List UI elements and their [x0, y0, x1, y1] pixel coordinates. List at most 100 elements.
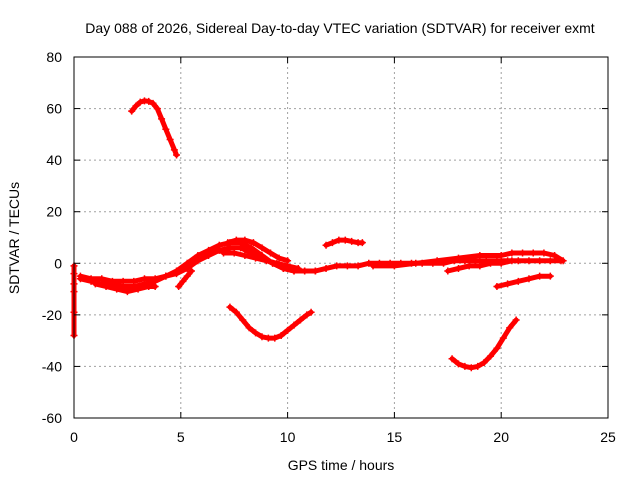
series-arc-a — [128, 97, 181, 159]
data-point — [301, 267, 309, 275]
data-point — [241, 236, 249, 244]
data-point — [183, 272, 191, 280]
x-tick-label: 20 — [493, 429, 509, 445]
data-point — [249, 239, 257, 247]
data-point — [506, 324, 514, 332]
series-arc-e — [91, 280, 159, 296]
data-point — [230, 249, 238, 257]
data-point — [166, 136, 174, 144]
data-point — [512, 316, 520, 324]
data-point — [514, 257, 522, 265]
series-arc-f — [175, 267, 195, 290]
data-point — [149, 99, 157, 107]
data-point — [151, 282, 159, 290]
data-point — [224, 239, 232, 247]
data-point — [271, 334, 279, 342]
series-arc-n — [448, 316, 520, 372]
chart-title: Day 088 of 2026, Sidereal Day-to-day VTE… — [85, 20, 594, 36]
y-tick-label: 80 — [46, 49, 62, 65]
data-point — [328, 239, 336, 247]
data-point — [241, 252, 249, 260]
data-point — [87, 277, 95, 285]
data-point — [205, 246, 213, 254]
data-point — [369, 262, 377, 270]
data-point — [170, 146, 178, 154]
data-point — [91, 280, 99, 288]
data-point — [412, 259, 420, 267]
data-point — [277, 331, 285, 339]
tick-labels: 0 5 10 15 20 25 -60 -40 -20 0 20 40 60 80 — [42, 49, 616, 445]
data-point — [226, 303, 234, 311]
y-tick-label: 60 — [46, 101, 62, 117]
data-point — [461, 362, 469, 370]
data-point — [497, 259, 505, 267]
data-point — [508, 249, 516, 257]
data-point — [175, 282, 183, 290]
data-point — [546, 272, 554, 280]
data-point — [284, 326, 292, 334]
series-arc-i — [226, 303, 315, 342]
x-axis-label: GPS time / hours — [288, 457, 395, 473]
data-point — [123, 288, 131, 296]
grid-lines — [74, 57, 608, 418]
data-point — [519, 249, 527, 257]
data-point — [444, 267, 452, 275]
data-point — [551, 252, 559, 260]
data-point — [303, 311, 311, 319]
x-tick-label: 10 — [280, 429, 296, 445]
data-point — [529, 249, 537, 257]
data-point — [113, 285, 121, 293]
plot-border — [73, 56, 609, 419]
series-arc-k — [369, 249, 567, 270]
data-point — [536, 257, 544, 265]
plot-area — [70, 97, 567, 372]
data-point — [525, 257, 533, 265]
data-point — [487, 259, 495, 267]
data-point — [322, 241, 330, 249]
series-arc-h — [220, 249, 302, 272]
y-tick-label: 20 — [46, 204, 62, 220]
data-point — [258, 244, 266, 252]
data-point — [252, 254, 260, 262]
data-point — [493, 282, 501, 290]
x-tick-label: 15 — [387, 429, 403, 445]
series-line — [176, 268, 194, 289]
data-point — [132, 102, 140, 110]
series-arc-m — [493, 272, 554, 290]
data-point — [480, 359, 488, 367]
x-tick-label: 5 — [177, 429, 185, 445]
y-tick-label: -40 — [42, 358, 62, 374]
data-point — [290, 321, 298, 329]
data-point — [348, 237, 356, 245]
data-point — [220, 249, 228, 257]
data-point — [145, 282, 153, 290]
data-point — [476, 252, 484, 260]
data-point — [343, 262, 351, 270]
data-point — [232, 236, 240, 244]
data-point — [454, 360, 462, 368]
data-point — [162, 125, 170, 133]
y-tick-label: 40 — [46, 152, 62, 168]
data-point — [497, 252, 505, 260]
data-point — [358, 239, 366, 247]
data-point — [559, 257, 567, 265]
data-point — [546, 257, 554, 265]
data-point — [76, 275, 84, 283]
data-point — [187, 267, 195, 275]
data-point — [153, 105, 161, 113]
data-point — [194, 252, 202, 260]
data-point — [525, 275, 533, 283]
data-point — [487, 352, 495, 360]
data-point — [476, 262, 484, 270]
data-point — [102, 282, 110, 290]
data-point — [493, 344, 501, 352]
data-point — [322, 264, 330, 272]
data-point — [448, 355, 456, 363]
data-point — [454, 254, 462, 262]
data-point — [275, 254, 283, 262]
data-point — [284, 262, 292, 270]
data-point — [267, 249, 275, 257]
data-point — [173, 267, 181, 275]
data-point — [307, 308, 315, 316]
